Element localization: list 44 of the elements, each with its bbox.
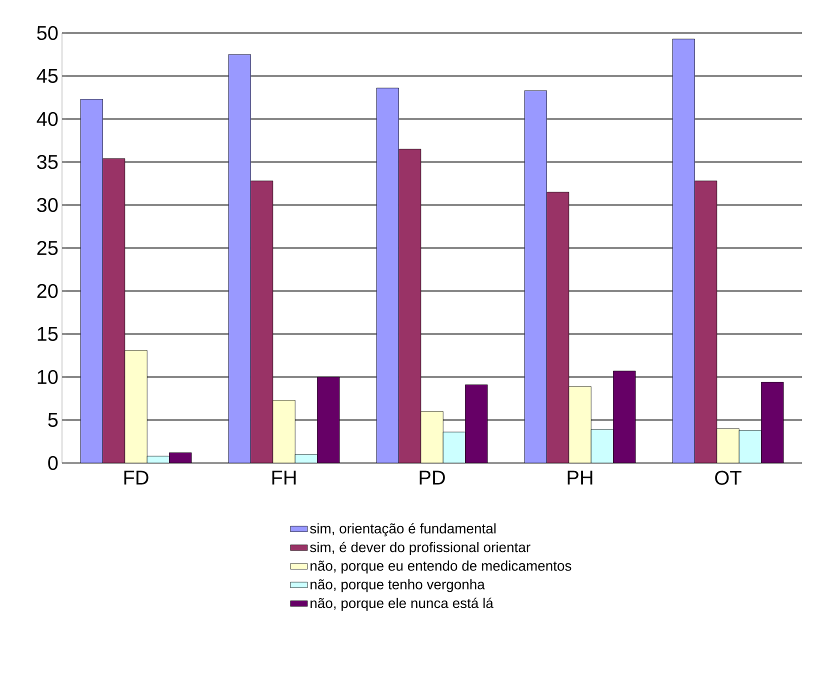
legend-label: sim, orientação é fundamental: [310, 523, 496, 536]
legend-label: não, porque ele nunca está lá: [310, 598, 494, 611]
bar: [250, 180, 274, 463]
x-tick-label: PH: [568, 470, 592, 484]
bar: [716, 428, 740, 463]
bar: [272, 400, 296, 463]
y-tick-label: 25: [37, 240, 58, 256]
y-tick-label: 20: [37, 284, 58, 298]
x-tick-label: PD: [420, 470, 445, 484]
x-tick-label: FD: [124, 470, 148, 484]
bar: [568, 386, 592, 463]
bar: [761, 382, 784, 463]
bar: [613, 370, 636, 463]
legend-label: não, porque tenho vergonha: [310, 579, 485, 592]
bar: [524, 90, 547, 463]
y-tick-label: 15: [38, 327, 58, 341]
x-tick-label: FH: [272, 470, 296, 484]
y-tick-label: 0: [48, 456, 58, 470]
bar: [672, 38, 695, 463]
bar: [442, 432, 466, 463]
x-tick-label: OT: [715, 470, 742, 485]
bar: [738, 430, 762, 463]
y-tick-label: 10: [38, 370, 58, 384]
bar: [102, 158, 126, 463]
bar: [228, 54, 251, 463]
y-tick-label: 35: [37, 154, 58, 170]
bar: [124, 350, 148, 463]
legend-label: não, porque eu entendo de medicamentos: [310, 560, 572, 574]
bar: [295, 454, 318, 463]
y-tick-label: 40: [36, 112, 58, 126]
y-tick-label: 5: [48, 413, 58, 427]
legend-label: sim, é dever do profissional orientar: [310, 542, 530, 555]
bar: [465, 384, 488, 463]
bar: [376, 88, 399, 463]
bar: [590, 429, 614, 463]
bar: [420, 411, 444, 463]
y-tick-label: 50: [37, 26, 58, 40]
bar: [80, 99, 103, 463]
bar: [694, 180, 718, 463]
bar: [317, 376, 340, 463]
y-tick-label: 30: [37, 198, 58, 212]
y-tick-label: 45: [36, 69, 58, 83]
bar: [398, 148, 422, 463]
bar: [546, 192, 570, 463]
